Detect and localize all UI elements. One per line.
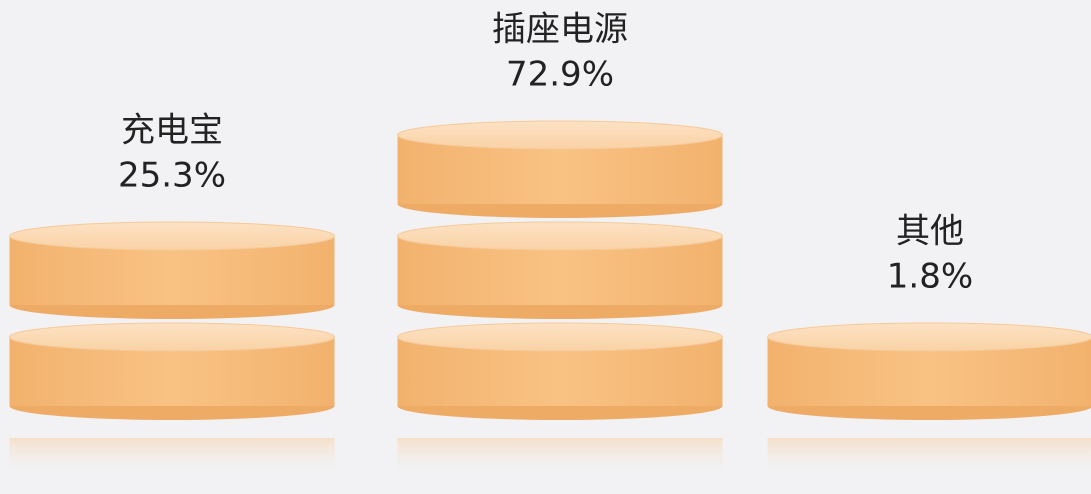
disc-top — [397, 322, 723, 352]
disc-stack — [767, 322, 1091, 420]
value-label: 1.8% — [887, 257, 973, 297]
reflection — [397, 438, 723, 478]
value-label: 72.9% — [506, 55, 614, 95]
disc-stack — [9, 221, 335, 420]
disc-top — [9, 221, 335, 251]
disc-top — [9, 322, 335, 352]
value-label: 25.3% — [118, 156, 226, 196]
disc-top — [767, 322, 1091, 352]
disc-top — [397, 120, 723, 150]
disc-top — [397, 221, 723, 251]
disc-stack — [397, 120, 723, 420]
category-label: 插座电源 — [492, 10, 628, 50]
reflection — [767, 438, 1091, 478]
category-label: 充电宝 — [121, 111, 223, 151]
reflection — [9, 438, 335, 478]
category-label: 其他 — [896, 212, 964, 252]
